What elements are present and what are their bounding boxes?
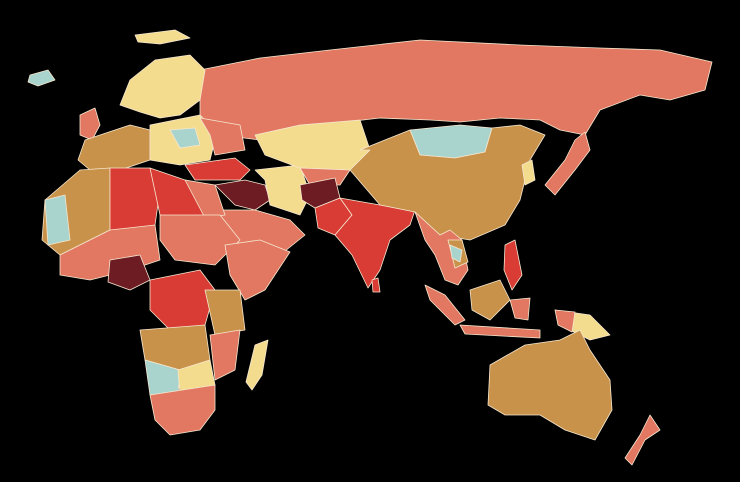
java <box>459 324 541 339</box>
greenland <box>134 29 191 45</box>
sri-lanka <box>371 277 381 293</box>
egypt <box>184 179 226 219</box>
australia <box>487 329 613 441</box>
mozambique <box>209 329 241 381</box>
turkey <box>184 157 251 181</box>
horn-of-africa <box>224 239 291 301</box>
south-africa <box>149 384 216 436</box>
uk <box>79 107 101 141</box>
iceland <box>27 69 56 87</box>
nigeria <box>107 254 151 291</box>
ukraine <box>199 117 246 156</box>
cambodia <box>449 244 463 263</box>
philippines <box>503 239 523 291</box>
central-asia <box>299 167 351 186</box>
borneo <box>469 279 511 321</box>
sumatra <box>424 284 466 326</box>
mauritania <box>44 194 71 246</box>
western-europe <box>77 124 151 171</box>
korea <box>521 159 536 186</box>
madagascar <box>245 339 269 391</box>
sulawesi <box>509 297 531 321</box>
sudan <box>159 214 241 266</box>
japan <box>544 131 591 196</box>
new-zealand <box>624 414 661 466</box>
belarus <box>169 127 201 149</box>
east-africa <box>204 289 246 336</box>
west-papua <box>554 309 576 333</box>
scandinavia <box>119 54 206 119</box>
